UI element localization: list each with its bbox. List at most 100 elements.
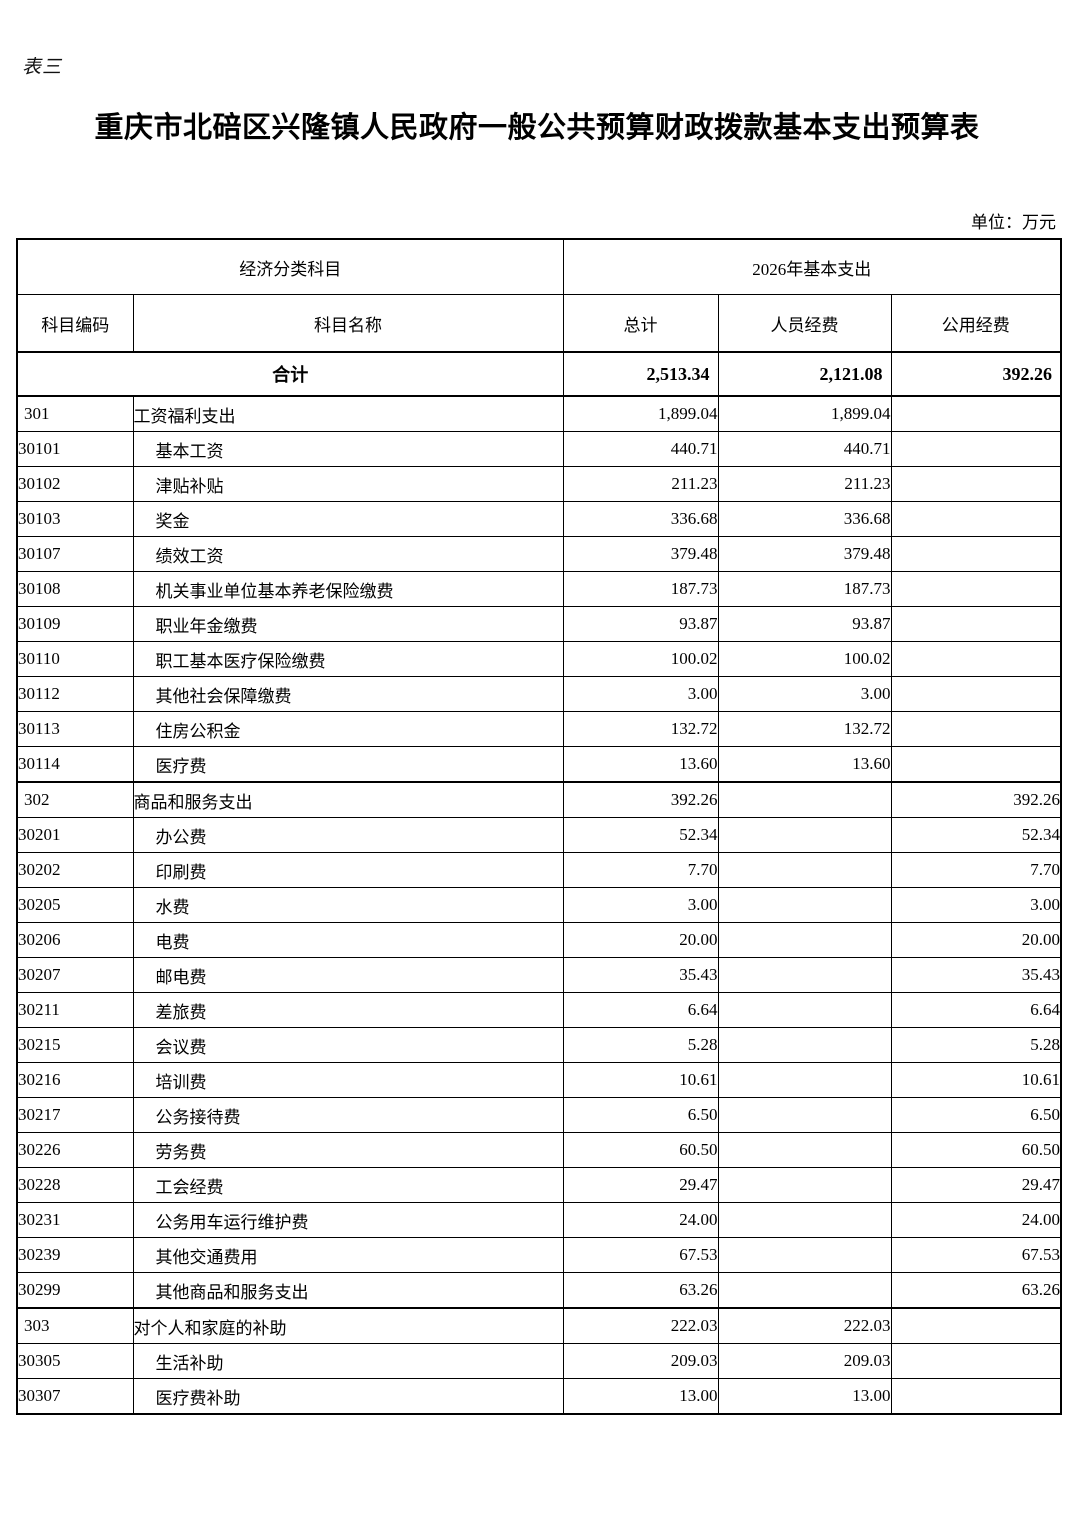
cell-public [890, 1378, 1062, 1415]
cell-total: 24.00 [562, 1202, 719, 1238]
unit-note: 单位：万元 [971, 213, 1056, 232]
table-row: 30103 奖金 336.68 336.68 [16, 501, 1062, 537]
cell-subject-name: 其他交通费用 [132, 1237, 564, 1273]
cell-subject-name: 生活补助 [132, 1343, 564, 1379]
cell-personnel [717, 1027, 892, 1063]
table-row-section: 301 工资福利支出 1,899.04 1,899.04 [16, 395, 1062, 432]
cell-personnel: 93.87 [717, 606, 892, 642]
table-row: 30112 其他社会保障缴费 3.00 3.00 [16, 676, 1062, 712]
cell-public: 35.43 [890, 957, 1062, 993]
cell-subject-name: 工资福利支出 [132, 395, 564, 432]
table-row: 30228 工会经费 29.47 29.47 [16, 1167, 1062, 1203]
cell-total: 1,899.04 [562, 395, 719, 432]
cell-subject-name: 绩效工资 [132, 536, 564, 572]
cell-subject-name: 其他社会保障缴费 [132, 676, 564, 712]
cell-personnel: 132.72 [717, 711, 892, 747]
cell-total: 7.70 [562, 852, 719, 888]
cell-subject-name: 公务用车运行维护费 [132, 1202, 564, 1238]
table-row: 30114 医疗费 13.60 13.60 [16, 746, 1062, 783]
table-row: 30205 水费 3.00 3.00 [16, 887, 1062, 923]
cell-public [890, 536, 1062, 572]
sheet-label: 表三 [22, 57, 63, 78]
table-row-section: 303 对个人和家庭的补助 222.03 222.03 [16, 1307, 1062, 1344]
cell-subject-name: 印刷费 [132, 852, 564, 888]
table-row: 30211 差旅费 6.64 6.64 [16, 992, 1062, 1028]
table-row: 30101 基本工资 440.71 440.71 [16, 431, 1062, 467]
cell-personnel [717, 922, 892, 958]
cell-subject-name: 机关事业单位基本养老保险缴费 [132, 571, 564, 607]
cell-subject-code: 301 [16, 395, 134, 432]
cell-public [890, 571, 1062, 607]
cell-total: 187.73 [562, 571, 719, 607]
cell-personnel: 187.73 [717, 571, 892, 607]
cell-personnel: 13.60 [717, 746, 892, 783]
cell-subject-code: 30299 [16, 1272, 134, 1309]
cell-total: 6.50 [562, 1097, 719, 1133]
cell-subject-code: 30226 [16, 1132, 134, 1168]
header-economic-classification: 经济分类科目 [16, 238, 564, 295]
cell-subject-name: 邮电费 [132, 957, 564, 993]
budget-table: 经济分类科目 2026年基本支出 科目编码 科目名称 总计 人员经费 公用经费 … [16, 238, 1063, 1415]
cell-total: 211.23 [562, 466, 719, 502]
header-subject-name: 科目名称 [132, 294, 564, 353]
table-row: 30215 会议费 5.28 5.28 [16, 1027, 1062, 1063]
cell-subject-code: 30108 [16, 571, 134, 607]
cell-public: 20.00 [890, 922, 1062, 958]
cell-public [890, 606, 1062, 642]
cell-personnel: 379.48 [717, 536, 892, 572]
cell-subject-code: 30109 [16, 606, 134, 642]
cell-personnel [717, 1097, 892, 1133]
cell-subject-code: 30211 [16, 992, 134, 1028]
cell-personnel: 440.71 [717, 431, 892, 467]
cell-total: 93.87 [562, 606, 719, 642]
cell-subject-name: 水费 [132, 887, 564, 923]
cell-personnel: 222.03 [717, 1307, 892, 1344]
table-row: 30202 印刷费 7.70 7.70 [16, 852, 1062, 888]
cell-total: 440.71 [562, 431, 719, 467]
cell-total: 67.53 [562, 1237, 719, 1273]
table-row: 30226 劳务费 60.50 60.50 [16, 1132, 1062, 1168]
cell-subject-name: 公务接待费 [132, 1097, 564, 1133]
cell-public: 60.50 [890, 1132, 1062, 1168]
cell-subject-name: 对个人和家庭的补助 [132, 1307, 564, 1344]
cell-total: 222.03 [562, 1307, 719, 1344]
cell-public [890, 466, 1062, 502]
cell-total: 63.26 [562, 1272, 719, 1309]
cell-public: 5.28 [890, 1027, 1062, 1063]
cell-subject-code: 30114 [16, 746, 134, 783]
cell-subject-code: 303 [16, 1307, 134, 1344]
cell-total: 13.60 [562, 746, 719, 783]
cell-subject-name: 办公费 [132, 817, 564, 853]
cell-subject-code: 30107 [16, 536, 134, 572]
grand-total-total: 2,513.34 [562, 351, 719, 397]
cell-subject-code: 30201 [16, 817, 134, 853]
cell-subject-name: 差旅费 [132, 992, 564, 1028]
header-basic-expenditure-year: 2026年基本支出 [562, 238, 1062, 295]
table-row: 30239 其他交通费用 67.53 67.53 [16, 1237, 1062, 1273]
cell-subject-name: 电费 [132, 922, 564, 958]
cell-personnel [717, 781, 892, 818]
cell-total: 3.00 [562, 887, 719, 923]
grand-total-personnel: 2,121.08 [717, 351, 892, 397]
cell-public: 29.47 [890, 1167, 1062, 1203]
cell-personnel [717, 1237, 892, 1273]
cell-subject-code: 30102 [16, 466, 134, 502]
cell-subject-name: 基本工资 [132, 431, 564, 467]
cell-personnel: 100.02 [717, 641, 892, 677]
cell-personnel [717, 1132, 892, 1168]
cell-public [890, 1307, 1062, 1344]
cell-public [890, 711, 1062, 747]
cell-total: 20.00 [562, 922, 719, 958]
cell-personnel [717, 957, 892, 993]
cell-subject-code: 30110 [16, 641, 134, 677]
cell-subject-name: 会议费 [132, 1027, 564, 1063]
table-row: 30231 公务用车运行维护费 24.00 24.00 [16, 1202, 1062, 1238]
cell-subject-code: 30305 [16, 1343, 134, 1379]
cell-subject-name: 劳务费 [132, 1132, 564, 1168]
cell-public: 6.64 [890, 992, 1062, 1028]
cell-personnel: 13.00 [717, 1378, 892, 1415]
header-total: 总计 [562, 294, 719, 353]
cell-personnel [717, 1167, 892, 1203]
cell-public: 24.00 [890, 1202, 1062, 1238]
